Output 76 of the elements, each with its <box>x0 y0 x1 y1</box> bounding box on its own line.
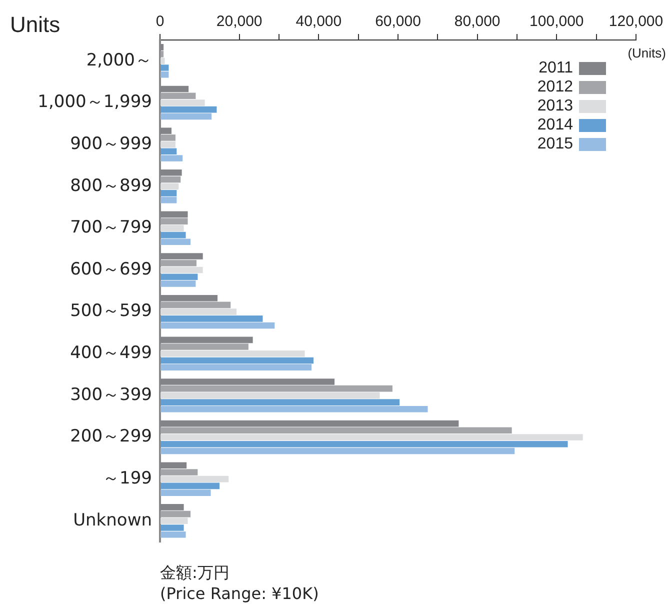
legend-label: 2012 <box>537 78 574 96</box>
x-tick-label: 80,000 <box>454 13 500 30</box>
legend-label: 2011 <box>538 59 574 76</box>
bar <box>160 476 229 482</box>
x-tick-label: 120,000 <box>608 13 664 30</box>
bar <box>160 266 203 274</box>
bar <box>160 490 211 496</box>
y-tick-label: 2,000～ <box>86 50 152 70</box>
bar <box>160 196 177 204</box>
bar <box>160 510 191 518</box>
bar <box>160 316 263 322</box>
legend-label: 2014 <box>537 116 574 134</box>
bar <box>160 148 177 155</box>
bar <box>160 350 305 357</box>
bar <box>160 531 186 538</box>
bar <box>160 141 176 148</box>
bar <box>160 260 196 266</box>
y-tick-label: 600～699 <box>70 259 152 280</box>
y-tick-label: 300～399 <box>70 384 152 405</box>
y-tick-label: 500～599 <box>70 301 152 322</box>
bar <box>160 274 198 280</box>
legend-label: 2013 <box>537 97 574 114</box>
bar <box>160 280 196 287</box>
x-tick-label: 20,000 <box>216 13 262 30</box>
y-tick-label: 700～799 <box>70 218 152 238</box>
bar <box>160 385 392 392</box>
y-tick-label: Unknown <box>73 510 152 530</box>
bar <box>160 524 184 531</box>
bar <box>160 302 231 308</box>
bar <box>160 238 191 246</box>
bar <box>160 357 314 364</box>
bar <box>160 232 186 238</box>
bar <box>160 218 188 224</box>
text: 金額:万円 <box>160 562 230 583</box>
legend-label: 2015 <box>537 135 574 152</box>
bar <box>160 71 169 78</box>
bar <box>160 100 205 106</box>
bar <box>160 183 179 190</box>
y-tick-label: 400～499 <box>70 343 152 364</box>
bar <box>160 440 568 448</box>
y-tick-label: ～199 <box>102 468 152 488</box>
bar <box>160 434 583 440</box>
bar <box>160 448 515 454</box>
bar <box>160 64 169 71</box>
bar <box>160 225 184 232</box>
bar <box>160 406 428 412</box>
bar <box>160 308 237 315</box>
x-tick-label: 60,000 <box>375 13 421 30</box>
chart-title: Units <box>10 12 60 38</box>
bar <box>160 92 196 100</box>
bar <box>160 392 380 399</box>
x-tick-label: 0 <box>156 13 164 30</box>
bar <box>160 518 188 524</box>
x-tick-label: 100,000 <box>530 13 584 30</box>
bar <box>160 106 217 113</box>
x-tick-label: 40,000 <box>296 13 342 30</box>
bar <box>160 427 512 434</box>
bar <box>160 399 400 406</box>
y-tick-label: 1,000～1,999 <box>38 92 152 112</box>
bar <box>160 190 177 196</box>
bar <box>160 58 165 64</box>
bar <box>160 344 248 350</box>
bar <box>160 155 183 162</box>
text: (Price Range: ¥10K) <box>160 583 319 604</box>
x-axis-title: (Units) <box>628 46 666 61</box>
bar <box>160 322 275 329</box>
bar <box>160 482 220 490</box>
bar <box>160 113 212 120</box>
bar <box>160 469 198 476</box>
y-tick-label: 900～999 <box>70 134 152 154</box>
bar <box>160 176 181 183</box>
bar <box>160 134 176 141</box>
bar <box>160 364 312 370</box>
y-tick-label: 200～299 <box>70 426 152 447</box>
y-tick-label: 800～899 <box>70 176 152 196</box>
bar <box>160 50 164 58</box>
